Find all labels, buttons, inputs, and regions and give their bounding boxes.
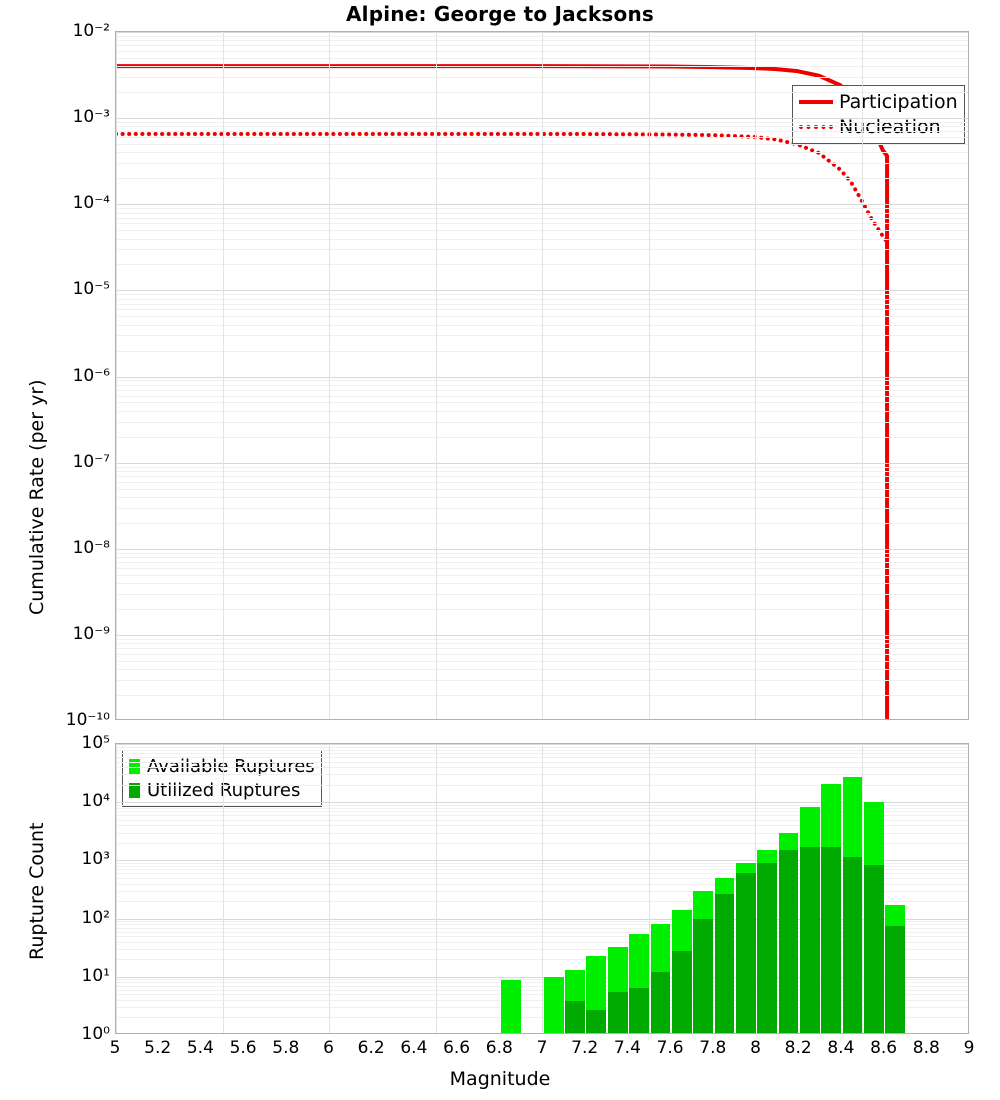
x-tick-label: 7.6 <box>656 1038 684 1058</box>
x-tick-label: 6 <box>323 1038 334 1058</box>
legend-swatch-icon <box>129 782 140 798</box>
x-tick-label: 5.4 <box>186 1038 214 1058</box>
grid-line-vertical <box>222 32 224 719</box>
legend-item[interactable]: Participation <box>799 89 958 114</box>
y-tick-label: 10⁻⁶ <box>72 365 110 386</box>
x-tick-label: 8.8 <box>912 1038 940 1058</box>
x-tick-label: 5.2 <box>144 1038 172 1058</box>
bar-utilized-ruptures <box>821 846 842 1033</box>
y-tick-label: 10⁵ <box>81 733 110 753</box>
legend-label: Participation <box>839 90 958 113</box>
y-tick-label: 10⁻⁴ <box>72 193 110 214</box>
x-tick-label: 8.2 <box>784 1038 812 1058</box>
y-tick-label: 10² <box>81 907 110 928</box>
x-tick-label: 8.6 <box>870 1038 898 1058</box>
bar-utilized-ruptures <box>714 894 735 1033</box>
grid-line-vertical <box>116 32 117 719</box>
bar-available-ruptures <box>501 980 521 1033</box>
grid-line-vertical <box>542 32 543 719</box>
grid-line-vertical <box>329 32 330 719</box>
x-tick-label: 7.4 <box>613 1038 641 1058</box>
x-tick-label: 9 <box>963 1038 975 1058</box>
x-tick-label: 8 <box>750 1038 761 1058</box>
y-tick-label: 10⁻⁸ <box>72 537 110 558</box>
bar-utilized-ruptures <box>586 1009 607 1033</box>
y-tick-label: 10⁴ <box>81 791 110 812</box>
x-tick-label: 7.8 <box>699 1038 727 1058</box>
bar-utilized-ruptures <box>757 863 778 1033</box>
curve-nucleation <box>116 131 890 719</box>
grid-line-vertical <box>542 744 543 1033</box>
grid-line-vertical <box>861 32 863 719</box>
grid-line-vertical <box>435 744 437 1033</box>
x-tick-label: 6.6 <box>443 1038 471 1058</box>
grid-line-vertical <box>968 32 969 719</box>
legend-label: Utilized Ruptures <box>147 779 301 801</box>
rupture-count-plot: Available Ruptures Utilized Ruptures <box>115 743 969 1034</box>
y-tick-label: 10⁰ <box>81 1024 110 1044</box>
bottom-panel-y-axis-label: Rupture Count <box>26 822 48 961</box>
legend-swatch-icon <box>129 758 140 774</box>
x-axis-label: Magnitude <box>449 1068 551 1090</box>
bar-utilized-ruptures <box>735 873 756 1033</box>
y-tick-label: 10⁻⁵ <box>72 279 110 300</box>
page-title: Alpine: George to Jacksons <box>345 2 655 26</box>
top-panel-y-axis-label: Cumulative Rate (per yr) <box>26 379 48 615</box>
x-tick-label: 6.2 <box>357 1038 385 1058</box>
y-tick-label: 10⁻² <box>72 21 110 41</box>
grid-line-vertical <box>329 744 330 1033</box>
grid-line-vertical <box>222 744 224 1033</box>
x-tick-label: 5.6 <box>229 1038 257 1058</box>
x-tick-label: 7.2 <box>571 1038 599 1058</box>
bar-utilized-ruptures <box>693 919 714 1033</box>
bar-utilized-ruptures <box>842 857 863 1033</box>
bar-utilized-ruptures <box>671 950 692 1033</box>
grid-line-vertical <box>755 32 756 719</box>
bar-utilized-ruptures <box>885 925 906 1033</box>
bottom-panel-legend: Available Ruptures Utilized Ruptures <box>122 750 322 807</box>
bar-utilized-ruptures <box>778 849 799 1033</box>
x-tick-label: 8.4 <box>827 1038 855 1058</box>
y-tick-label: 10⁻³ <box>72 107 110 128</box>
bottom-panel-y-ticks: 10⁵ 10⁴ 10³ 10² 10¹ 10⁰ <box>46 733 110 1044</box>
grid-line-vertical <box>435 32 437 719</box>
y-tick-label: 10⁻⁹ <box>72 623 110 644</box>
x-tick-label: 5 <box>109 1038 121 1058</box>
bar-utilized-ruptures <box>629 987 649 1033</box>
bar-utilized-ruptures <box>864 864 884 1033</box>
top-panel-legend: Participation Nucleation <box>792 85 965 144</box>
bar-available-ruptures <box>543 977 564 1033</box>
grid-line-vertical <box>648 744 650 1033</box>
x-tick-label: 5.8 <box>272 1038 300 1058</box>
bar-utilized-ruptures <box>607 992 628 1033</box>
top-panel-y-ticks: 10⁻² 10⁻³ 10⁻⁴ 10⁻⁵ 10⁻⁶ 10⁻⁷ 10⁻⁸ 10⁻⁹ 10⁻¹⁰ <box>46 21 110 730</box>
grid-line-vertical <box>968 744 969 1033</box>
grid-line-vertical <box>648 32 650 719</box>
grid-line-vertical <box>116 744 117 1033</box>
y-tick-label: 10¹ <box>81 965 110 986</box>
x-tick-label: 6.8 <box>485 1038 513 1058</box>
legend-item[interactable]: Available Ruptures <box>129 754 315 778</box>
legend-line-icon <box>799 99 833 104</box>
y-tick-label: 10⁻¹⁰ <box>65 710 110 730</box>
x-tick-label: 6.4 <box>400 1038 428 1058</box>
bar-utilized-ruptures <box>650 972 671 1033</box>
bar-utilized-ruptures <box>565 1001 585 1033</box>
y-tick-label: 10³ <box>81 849 110 870</box>
legend-label: Available Ruptures <box>147 755 315 777</box>
cumulative-rate-plot: Participation Nucleation <box>115 31 969 720</box>
y-tick-label: 10⁻⁷ <box>72 451 110 472</box>
bar-utilized-ruptures <box>799 846 820 1033</box>
x-tick-label: 7 <box>536 1038 548 1058</box>
